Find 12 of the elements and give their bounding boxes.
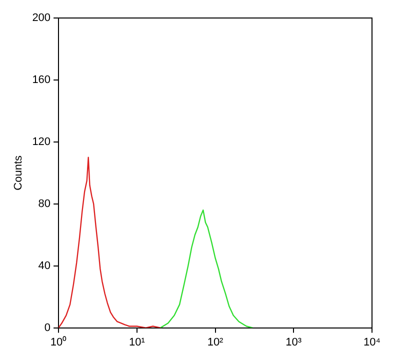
y-tick-label: 200: [32, 12, 51, 24]
y-tick-label: 0: [44, 322, 51, 334]
x-tick-label: 10²: [207, 336, 224, 348]
x-tick-label: 10¹: [128, 336, 146, 348]
y-tick-label: 40: [38, 260, 51, 272]
x-tick-label: 10⁰: [50, 335, 67, 348]
y-tick-label: 80: [38, 198, 51, 210]
x-tick-label: 10³: [286, 336, 302, 348]
y-tick-label: 120: [32, 136, 51, 148]
x-tick-label: 10⁴: [364, 336, 381, 348]
y-tick-label: 160: [32, 74, 51, 86]
y-axis-title: Counts: [12, 154, 25, 190]
